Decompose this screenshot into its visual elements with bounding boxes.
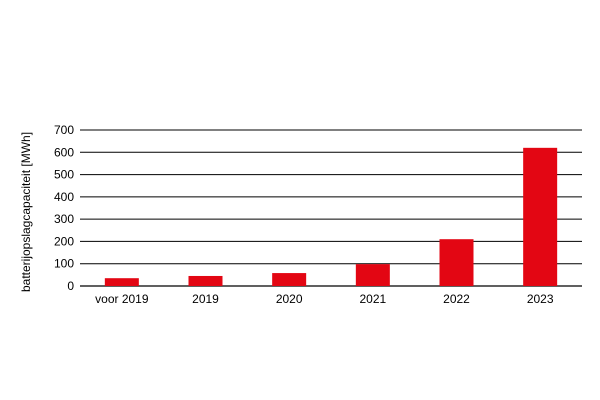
bar-2019	[188, 275, 223, 286]
x-tick-label: 2019	[192, 292, 219, 306]
bars	[104, 147, 558, 286]
x-axis-ticks: voor 2019 2019 2020 2021 2022 2023	[95, 292, 554, 306]
x-tick-label: 2023	[527, 292, 554, 306]
y-tick-label: 600	[54, 145, 74, 159]
bar-2020	[272, 273, 307, 286]
y-tick-label: 100	[54, 257, 74, 271]
y-tick-label: 400	[54, 190, 74, 204]
bar-2021	[355, 264, 390, 286]
y-tick-label: 300	[54, 212, 74, 226]
y-axis-title: batterijopslagcapaciteit [MWh]	[19, 132, 33, 292]
x-tick-label: voor 2019	[95, 292, 149, 306]
bar-2022	[439, 239, 474, 286]
gridlines	[80, 129, 582, 287]
x-tick-label: 2021	[359, 292, 386, 306]
y-tick-label: 500	[54, 168, 74, 182]
y-tick-label: 700	[54, 123, 74, 137]
x-tick-label: 2020	[276, 292, 303, 306]
x-tick-label: 2022	[443, 292, 470, 306]
y-axis-ticks: 0 100 200 300 400 500 600 700	[54, 123, 74, 293]
bar-2023	[523, 147, 558, 286]
y-tick-label: 200	[54, 234, 74, 248]
y-tick-label: 0	[67, 279, 74, 293]
bar-voor-2019	[104, 278, 139, 286]
